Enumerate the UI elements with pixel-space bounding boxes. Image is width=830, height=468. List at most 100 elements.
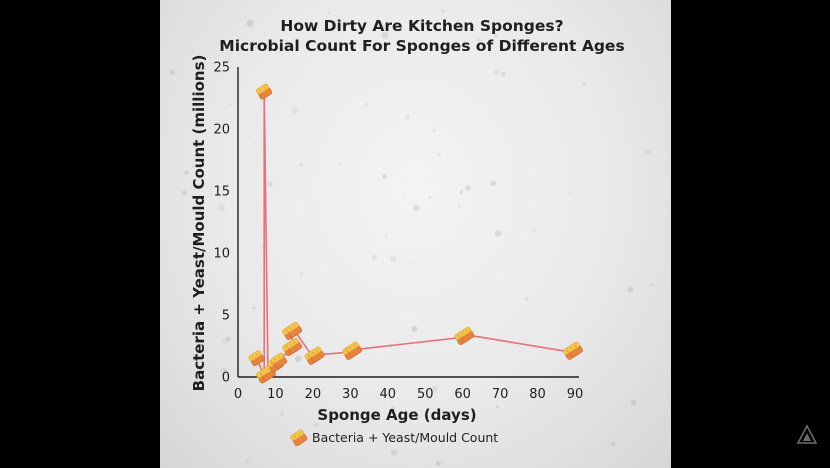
data-point-sponge-marker [566,341,583,358]
channel-logo-icon [796,424,818,444]
data-markers [248,83,583,384]
background-speckle [524,297,528,301]
x-tick-label: 0 [234,387,242,402]
x-tick-label: 50 [417,387,434,402]
background-speckle [646,150,651,155]
background-speckle [294,355,302,362]
background-speckle [562,62,566,66]
background-speckle [390,449,398,456]
legend-sponge-marker [290,429,308,447]
background-speckle [220,367,228,375]
background-speckle [338,162,341,165]
chart-panel: How Dirty Are Kitchen Sponges? Microbial… [160,0,671,468]
background-speckle [490,180,497,187]
background-speckle [494,230,502,237]
data-point-sponge-marker [285,321,303,338]
background-speckle [390,405,396,411]
background-speckle [532,228,536,232]
x-axis-label: Sponge Age (days) [317,406,476,424]
background-speckle [611,441,616,446]
background-speckle [569,191,572,194]
chart: How Dirty Are Kitchen Sponges? Microbial… [169,9,654,466]
background-speckle [371,254,377,261]
background-speckle [465,185,472,191]
background-speckle [403,193,406,195]
background-speckle [279,411,285,416]
background-speckle [254,141,257,144]
background-speckle [493,33,499,39]
background-speckle [409,261,412,264]
data-point-sponge-marker [458,326,475,343]
background-speckle [649,239,652,242]
background-speckle [221,337,229,345]
data-point-sponge-marker [248,350,265,367]
data-point-sponge-marker [285,337,303,354]
x-tick-label: 10 [267,387,284,402]
background-speckle [226,336,231,342]
background-speckle [181,190,188,196]
background-speckle [245,459,250,464]
y-axis-label: Bacteria + Yeast/Mould Count (millions) [190,55,208,392]
background-speckle [300,272,303,276]
background-speckle [432,128,437,133]
background-speckle [381,31,389,39]
legend-label: Bacteria + Yeast/Mould Count [312,430,498,445]
background-speckle [459,190,463,194]
x-tick-label: 20 [305,387,322,402]
background-speckle [382,174,387,179]
background-speckle [365,102,369,107]
axes [237,67,579,378]
background-speckle [411,325,418,332]
background-speckle [246,20,254,27]
background-speckle [389,255,397,263]
background-speckle [501,71,506,77]
background-speckle [441,9,446,13]
background-speckle [438,153,441,156]
x-tick-label: 40 [380,387,397,402]
x-tick-labels: 0 10 20 30 40 50 60 70 80 90 [234,387,583,402]
chart-title-line-1: How Dirty Are Kitchen Sponges? [280,17,563,35]
background-speckle [191,165,195,168]
y-tick-label: 5 [222,309,230,324]
background-speckle [649,283,654,287]
background-speckle [431,385,438,392]
background-speckle [299,163,303,167]
legend: Bacteria + Yeast/Mould Count [290,429,498,447]
background-speckle [382,390,387,395]
chart-title-line-2: Microbial Count For Sponges of Different… [219,37,624,55]
y-tick-label: 15 [213,185,230,200]
x-tick-label: 60 [454,387,471,402]
background-speckle [385,235,388,239]
background-speckle [260,245,264,249]
y-tick-label: 20 [213,123,230,138]
background-speckle [627,286,634,293]
background-speckle [428,196,432,199]
background-speckle [252,306,256,310]
background-speckle [405,115,410,120]
background-speckle [493,69,500,75]
legend-sponge-icon [290,429,308,447]
x-tick-label: 70 [492,387,509,402]
y-tick-label: 25 [213,61,230,76]
background-speckle [413,204,420,212]
background-speckle [313,422,319,428]
y-tick-labels: 0 5 10 15 20 25 [213,61,230,386]
data-point-sponge-marker [255,83,273,100]
x-tick-label: 30 [342,387,359,402]
background-speckle [227,102,232,107]
x-tick-label: 90 [567,387,584,402]
background-speckle [476,38,481,43]
y-tick-label: 0 [222,371,230,386]
background-speckle [458,205,461,208]
data-point-sponge-marker [308,346,325,363]
series-line [255,91,576,377]
background-speckle [495,405,499,409]
background-speckle [410,22,415,26]
data-point-sponge-marker [345,341,363,358]
x-tick-label: 80 [529,387,546,402]
background-speckle [292,107,298,114]
background-speckle [327,11,330,14]
background-speckle [198,411,201,414]
data-point-sponge-marker [270,352,288,369]
background-speckle [218,204,226,212]
